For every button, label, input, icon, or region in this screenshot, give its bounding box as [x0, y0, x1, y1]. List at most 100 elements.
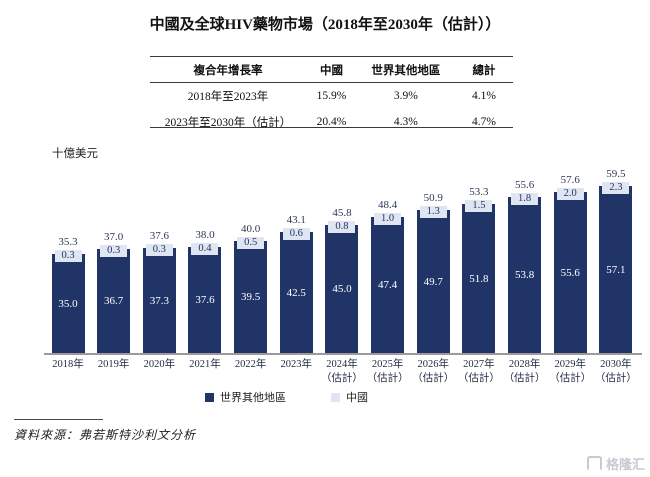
bar-segment-world: 53.8 — [508, 197, 542, 353]
china-value-box: 0.8 — [328, 221, 356, 233]
china-value-box: 0.4 — [191, 243, 219, 255]
bar-group: 57.6 2.0 55.6 — [548, 174, 592, 353]
bar-group: 37.0 0.3 36.7 — [92, 231, 136, 353]
x-axis-labels: 2018年 2019年 2020年 2021年 2022年 2023年 2024年 （估計） 2… — [46, 358, 638, 385]
value-cell: 4.1% — [471, 90, 496, 102]
bar-segment-world: 37.6 — [188, 247, 222, 353]
bar-total-label: 40.0 — [241, 223, 261, 235]
china-value-box: 0.3 — [100, 245, 128, 257]
col-header-row: 世界其他地區 — [356, 56, 455, 83]
bar-segment-world: 36.7 — [97, 249, 131, 353]
china-value-box: 0.3 — [54, 250, 82, 262]
bar-total-label: 43.1 — [286, 214, 306, 226]
col-header-total: 總計 — [454, 56, 513, 83]
bar-group: 35.3 0.3 35.0 — [46, 236, 90, 353]
source-divider — [14, 419, 103, 420]
x-axis-label: 2019年 — [97, 359, 130, 370]
value-cell: 3.9% — [393, 90, 418, 102]
value-cell: 4.7% — [471, 116, 496, 128]
bar-segment-world: 47.4 — [371, 217, 405, 353]
bar-group: 59.5 2.3 57.1 — [594, 168, 638, 353]
bar-total-label: 38.0 — [195, 229, 215, 241]
table-bottom-rule — [150, 127, 513, 128]
chart-legend: 世界其他地區 中國 — [205, 389, 368, 405]
bar-group: 43.1 0.6 42.5 — [274, 214, 318, 353]
col-header-cagr: 複合年增長率 — [150, 56, 307, 83]
watermark-text: 格隆汇 — [605, 457, 645, 472]
bar-world-label: 37.3 — [149, 294, 169, 307]
bar-group: 40.0 0.5 39.5 — [229, 223, 273, 353]
x-axis-label: 2018年 — [52, 359, 84, 370]
x-axis-label: 2021年 — [189, 359, 221, 370]
bar-total-label: 50.9 — [423, 192, 443, 204]
table-row: 2023年至2030年（估計） 20.4% 4.3% 4.7% — [150, 109, 513, 137]
bar-segment-world: 35.0 — [51, 254, 85, 353]
value-cell: 20.4% — [316, 116, 347, 128]
bar-world-label: 36.7 — [104, 295, 124, 307]
bar-world-label: 49.7 — [423, 275, 443, 288]
x-axis-label: 2027年 （估計） — [457, 359, 500, 384]
bar-world-label: 55.6 — [560, 266, 580, 279]
bar-world-label: 35.0 — [58, 297, 78, 310]
bar-world-label: 45.0 — [332, 283, 352, 295]
col-header-china: 中國 — [306, 56, 357, 83]
source-note: 資料來源：弗若斯特沙利文分析 — [14, 428, 197, 442]
bar-world-label: 57.1 — [606, 263, 626, 276]
page-title: 中國及全球HIV藥物市場（2018年至2030年（估計）） — [149, 17, 501, 33]
bar-group: 48.4 1.0 47.4 — [366, 199, 410, 353]
bar-segment-world: 45.0 — [325, 225, 359, 353]
china-value-box: 2.0 — [556, 188, 584, 200]
bar-segment-world: 51.8 — [462, 204, 496, 353]
legend-item-china: 中國 — [331, 389, 368, 405]
cagr-table: 複合年增長率 中國 世界其他地區 總計 2018年至2023年 15.9% 3.… — [150, 56, 513, 137]
bar-world-label: 51.8 — [469, 272, 489, 285]
bar-group: 45.8 0.8 45.0 — [320, 207, 364, 353]
china-value-box: 1.5 — [465, 200, 493, 212]
bar-group: 55.6 1.8 53.8 — [503, 179, 547, 353]
bar-world-label: 37.6 — [195, 294, 215, 306]
bar-total-label: 35.3 — [58, 236, 78, 248]
gelonghui-logo-icon — [586, 456, 602, 471]
x-axis-label: 2028年 （估計） — [503, 359, 546, 384]
china-value-box: 1.0 — [374, 213, 402, 225]
china-value-box: 1.3 — [419, 206, 447, 218]
bar-segment-world: 37.3 — [142, 248, 176, 353]
bar-total-label: 37.0 — [104, 231, 124, 243]
value-cell: 15.9% — [316, 90, 347, 102]
value-cell: 4.3% — [393, 116, 418, 128]
bar-group: 37.6 0.3 37.3 — [137, 230, 181, 353]
watermark: 格隆汇 — [586, 454, 645, 473]
bar-total-label: 48.4 — [377, 199, 398, 211]
bar-world-label: 42.5 — [286, 286, 306, 299]
x-axis-label: 2026年 （估計） — [412, 359, 455, 384]
x-axis-label: 2020年 — [143, 359, 176, 370]
table-header-row: 複合年增長率 中國 世界其他地區 總計 — [150, 56, 513, 83]
legend-label-china: 中國 — [346, 392, 368, 404]
legend-swatch-world — [205, 392, 214, 402]
x-axis-label: 2025年 （估計） — [366, 359, 409, 384]
bar-world-label: 39.5 — [241, 291, 261, 303]
x-axis-label: 2022年 — [234, 359, 267, 370]
china-value-box: 0.6 — [282, 228, 310, 240]
bar-group: 50.9 1.3 49.7 — [411, 192, 455, 353]
bar-total-label: 53.3 — [469, 186, 489, 198]
bar-segment-world: 57.1 — [599, 186, 633, 353]
bar-total-label: 59.5 — [606, 168, 626, 180]
bar-world-label: 47.4 — [377, 279, 398, 291]
china-value-box: 0.3 — [145, 244, 173, 256]
bar-total-label: 57.6 — [560, 174, 580, 186]
x-axis-label: 2029年 （估計） — [549, 359, 592, 384]
legend-swatch-china — [331, 392, 340, 402]
x-axis-label: 2024年 （估計） — [320, 359, 363, 384]
period-cell: 2023年至2030年（估計） — [164, 117, 292, 129]
bar-group: 53.3 1.5 51.8 — [457, 186, 501, 353]
bar-total-label: 55.6 — [514, 179, 535, 191]
bar-world-label: 53.8 — [514, 269, 535, 281]
x-axis-label: 2030年 （估計） — [594, 359, 637, 384]
bar-segment-world: 55.6 — [553, 192, 587, 353]
legend-item-world: 世界其他地區 — [205, 389, 286, 405]
x-axis-line — [44, 353, 642, 355]
bar-total-label: 45.8 — [332, 207, 352, 219]
bar-segment-world: 42.5 — [279, 232, 313, 353]
